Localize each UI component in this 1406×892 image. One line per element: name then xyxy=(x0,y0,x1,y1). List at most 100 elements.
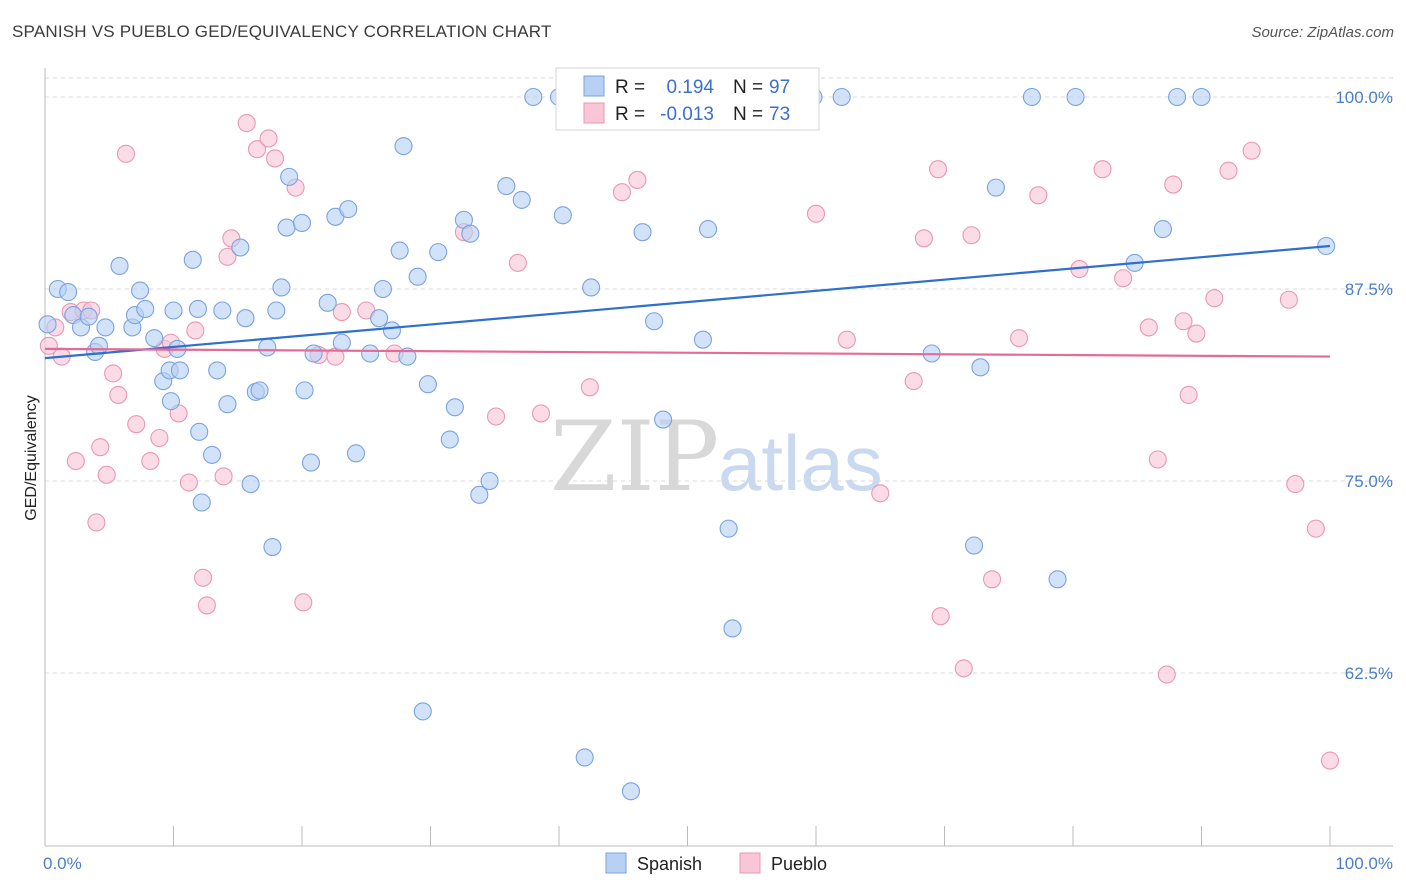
spanish-point xyxy=(1168,87,1187,107)
bottom-legend-swatch-pueblo xyxy=(739,852,761,874)
pueblo-point xyxy=(214,467,233,486)
tick-labels: 100.0% 87.5% 75.0% 62.5% 0.0% 100.0% xyxy=(43,88,1393,873)
spanish-point xyxy=(986,178,1005,197)
spanish-point xyxy=(218,395,237,414)
spanish-point xyxy=(213,301,232,320)
pueblo-point xyxy=(1286,475,1305,494)
pueblo-point xyxy=(871,484,890,503)
legend-swatch-pueblo xyxy=(583,102,605,124)
pueblo-point xyxy=(1205,289,1224,308)
pueblo-point xyxy=(962,226,981,245)
source-label: Source: ZipAtlas.com xyxy=(1251,24,1394,41)
spanish-point xyxy=(654,410,673,429)
legend-swatch-spanish xyxy=(583,75,605,97)
pueblo-point xyxy=(91,438,110,457)
legend-r-label: R = xyxy=(615,77,645,98)
spanish-point xyxy=(361,344,380,363)
pueblo-point xyxy=(237,114,256,133)
spanish-point xyxy=(59,283,78,302)
spanish-point xyxy=(277,218,296,237)
spanish-point xyxy=(183,250,202,269)
spanish-point xyxy=(267,301,286,320)
legend-n-label: N = xyxy=(733,104,763,125)
pueblo-point xyxy=(294,593,313,612)
pueblo-point xyxy=(127,415,146,434)
pueblo-point xyxy=(580,378,599,397)
pueblo-point xyxy=(332,302,351,322)
pueblo-point xyxy=(508,253,527,272)
spanish-point xyxy=(339,200,358,219)
spanish-point xyxy=(1192,87,1211,107)
spanish-point xyxy=(440,430,459,449)
spanish-point xyxy=(693,330,712,349)
pueblo-point xyxy=(837,330,856,349)
spanish-point xyxy=(398,347,417,366)
y-tick-label: 100.0% xyxy=(1335,88,1393,107)
pueblo-point xyxy=(1148,450,1167,469)
y-tick-label: 87.5% xyxy=(1345,280,1393,299)
y-tick-label: 75.0% xyxy=(1345,472,1393,491)
x-tick-label: 0.0% xyxy=(43,854,82,873)
spanish-point xyxy=(346,444,366,463)
watermark-zip: ZIP xyxy=(550,401,719,513)
spanish-point xyxy=(553,206,572,225)
pueblo-point xyxy=(1242,141,1261,160)
spanish-point xyxy=(301,453,321,472)
spanish-point xyxy=(263,537,282,557)
spanish-point xyxy=(203,445,222,464)
spanish-point xyxy=(418,375,437,394)
spanish-point xyxy=(188,299,207,319)
spanish-point xyxy=(1048,570,1067,589)
spanish-point xyxy=(258,338,277,357)
spanish-point xyxy=(512,190,531,209)
spanish-point xyxy=(390,241,409,260)
watermark: ZIP atlas xyxy=(550,401,883,513)
spanish-point xyxy=(645,312,664,331)
spanish-point xyxy=(582,278,601,297)
spanish-point xyxy=(231,238,250,257)
spanish-point xyxy=(971,358,990,377)
spanish-point xyxy=(1153,220,1172,239)
legend-n-value-pueblo: 73 xyxy=(769,104,790,125)
spanish-point xyxy=(832,87,851,107)
trend-lines xyxy=(44,244,1331,360)
spanish-point xyxy=(1066,87,1085,107)
pueblo-point xyxy=(1187,324,1206,343)
spanish-point xyxy=(461,224,480,243)
pueblo-point xyxy=(1279,290,1298,309)
pueblo-point xyxy=(141,451,160,471)
spanish-point xyxy=(190,422,209,441)
pueblo-point xyxy=(628,170,647,189)
pueblo-point xyxy=(1157,665,1176,684)
spanish-point xyxy=(408,267,427,286)
spanish-point xyxy=(394,137,413,156)
spanish-point xyxy=(633,223,652,242)
pueblo-point xyxy=(1219,161,1238,180)
spanish-point xyxy=(382,321,402,340)
pueblo-point xyxy=(1114,269,1133,288)
spanish-point xyxy=(292,213,312,233)
pueblo-point xyxy=(265,149,285,168)
pueblo-point xyxy=(87,513,106,532)
spanish-point xyxy=(575,748,594,767)
spanish-point xyxy=(723,619,742,638)
pueblo-point xyxy=(1139,318,1158,337)
spanish-point xyxy=(131,281,150,300)
pueblo-point xyxy=(150,428,169,448)
spanish-point xyxy=(96,318,115,337)
pueblo-point xyxy=(1306,519,1325,538)
y-tick-label: 62.5% xyxy=(1345,664,1393,683)
spanish-point xyxy=(236,309,255,328)
pueblo-point xyxy=(531,404,551,423)
pueblo-point xyxy=(929,160,948,179)
spanish-point xyxy=(164,301,183,320)
spanish-point xyxy=(208,361,227,380)
pueblo-point xyxy=(1093,160,1112,179)
pueblo-point xyxy=(116,144,136,163)
pueblo-point xyxy=(97,465,116,484)
spanish-point xyxy=(719,519,738,538)
correlation-legend: R = 0.194 N = 97 R = -0.013 N = 73 xyxy=(555,67,820,131)
pueblo-point xyxy=(1164,175,1183,194)
spanish-point xyxy=(965,536,984,555)
